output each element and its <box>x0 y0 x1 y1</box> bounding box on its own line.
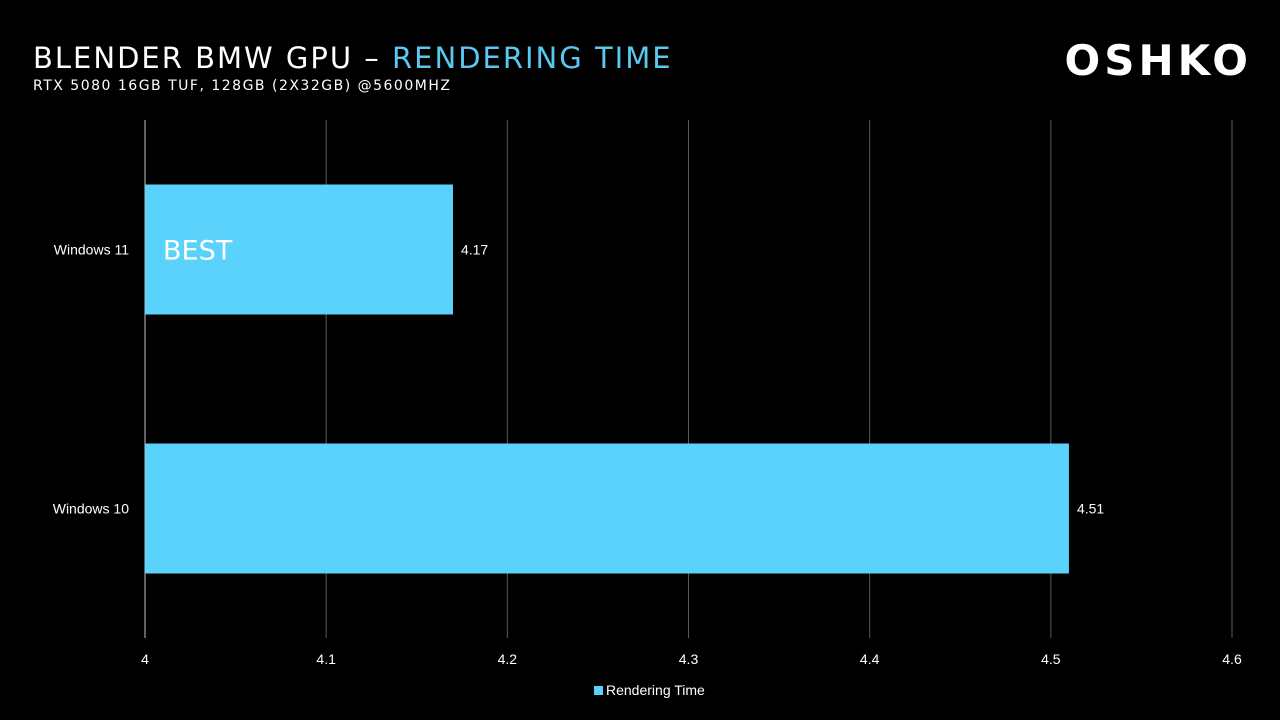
x-tick-label: 4.3 <box>679 651 699 667</box>
best-annotation: BEST <box>163 236 233 267</box>
chart-title: BLENDER BMW GPU – RENDERING TIME <box>33 44 673 73</box>
x-tick-label: 4.5 <box>1041 651 1061 667</box>
chart-subtitle: RTX 5080 16GB TUF, 128GB (2X32GB) @5600M… <box>33 78 452 94</box>
x-tick-label: 4 <box>141 651 149 667</box>
category-label: Windows 10 <box>53 501 129 517</box>
bar <box>145 184 453 315</box>
x-tick-label: 4.1 <box>316 651 336 667</box>
chart-legend: Rendering Time <box>594 682 705 698</box>
brand-logo: OSHKO <box>1064 36 1252 85</box>
x-tick-label: 4.4 <box>860 651 880 667</box>
x-tick-label: 4.2 <box>498 651 518 667</box>
category-label: Windows 11 <box>54 242 129 258</box>
x-tick-label: 4.6 <box>1222 651 1242 667</box>
data-label: 4.17 <box>461 242 488 258</box>
chart-title-accent: RENDERING TIME <box>392 41 673 75</box>
data-label: 4.51 <box>1077 501 1104 517</box>
legend-label: Rendering Time <box>606 682 705 698</box>
legend-swatch <box>594 685 603 695</box>
bar <box>145 443 1069 574</box>
chart-title-main: BLENDER BMW GPU – <box>33 41 393 75</box>
